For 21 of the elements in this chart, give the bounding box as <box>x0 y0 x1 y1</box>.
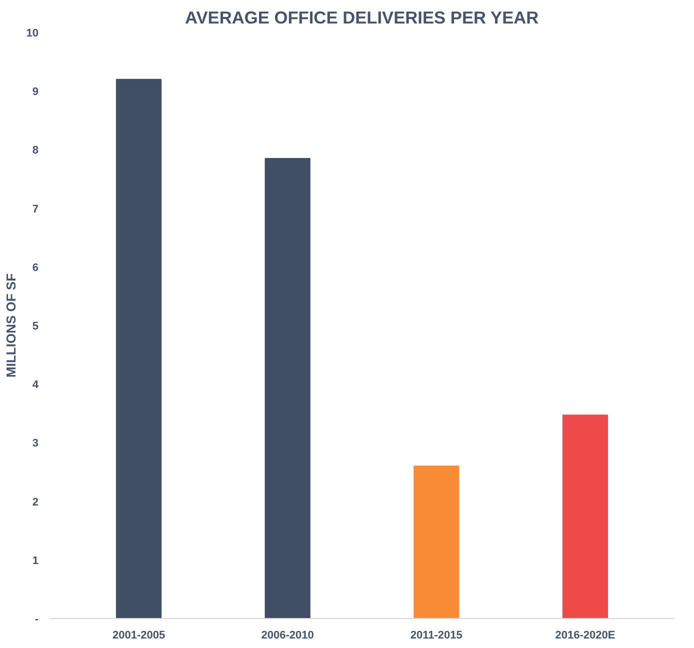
x-tick-label: 2011-2015 <box>410 630 462 642</box>
bar <box>414 466 460 618</box>
y-tick-label: 6 <box>32 262 39 274</box>
x-tick-label: 2001-2005 <box>112 630 166 642</box>
y-tick-label: 3 <box>32 438 39 450</box>
y-tick-label: 4 <box>32 379 40 392</box>
x-tick-label: 2006-2010 <box>261 630 314 642</box>
bar <box>116 78 162 618</box>
y-tick-label: 8 <box>32 144 39 157</box>
chart-title: AVERAGE OFFICE DELIVERIES PER YEAR <box>185 8 540 28</box>
bar <box>264 158 310 618</box>
y-tick-label: 2 <box>32 496 39 508</box>
y-axis-title: MILLIONS OF SF <box>3 273 18 378</box>
y-tick-label: 5 <box>32 320 39 332</box>
y-tick-label: 7 <box>32 203 39 216</box>
x-tick-label: 2016-2020E <box>555 630 616 642</box>
y-tick-label: 9 <box>32 86 39 98</box>
y-tick-label: 10 <box>26 28 39 40</box>
y-tick-label: 1 <box>32 554 39 567</box>
y-tick-label: - <box>34 614 39 626</box>
bar <box>562 414 608 618</box>
